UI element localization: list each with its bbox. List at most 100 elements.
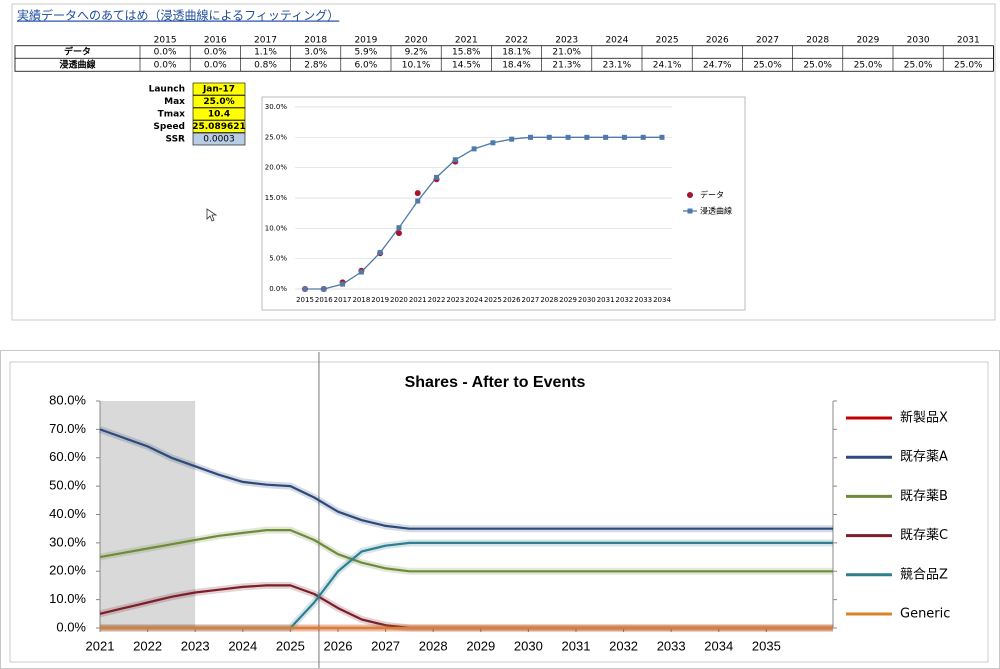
table-cell: 21.3% (552, 61, 581, 71)
year-header: 2015 (154, 36, 177, 46)
legend-label: 浸透曲線 (700, 206, 732, 216)
year-header: 2020 (405, 36, 428, 46)
row-label: データ (64, 46, 91, 58)
square-marker (584, 134, 590, 140)
param-label: Max (164, 97, 185, 107)
series-line (99, 529, 833, 573)
x-tick-label: 2031 (562, 638, 591, 653)
square-marker (302, 286, 308, 292)
y-tick-label: 30.0% (265, 103, 288, 111)
param-cell (192, 95, 246, 108)
square-marker (434, 174, 440, 180)
x-tick-label: 2035 (752, 638, 781, 653)
year-header: 2029 (856, 36, 879, 46)
year-header: 2023 (555, 36, 578, 46)
square-marker (396, 225, 402, 231)
x-tick-label: 2026 (503, 296, 521, 304)
table-cell: 23.1% (603, 61, 632, 71)
legend-swatch (687, 208, 693, 214)
y-tick-label: 15.0% (265, 194, 288, 202)
x-tick-label: 2033 (657, 638, 686, 653)
square-marker (659, 134, 665, 140)
square-marker (490, 140, 496, 146)
table-cell: 24.7% (703, 61, 732, 71)
table-cell: 5.9% (354, 48, 377, 58)
table-cell: 2.8% (304, 61, 327, 71)
x-tick-label: 2028 (419, 638, 448, 653)
sheet-title: 実績データへのあてはめ（浸透曲線によるフィッティング） (17, 8, 339, 23)
series-line (305, 136, 662, 290)
y-tick-label: 25.0% (265, 133, 288, 141)
x-tick-label: 2021 (409, 296, 427, 304)
square-marker (603, 134, 609, 140)
year-header: 2031 (957, 36, 980, 46)
table-cell: 0.8% (254, 61, 277, 71)
x-tick-label: 2033 (634, 296, 652, 304)
year-header: 2019 (354, 36, 377, 46)
param-cell (192, 82, 246, 96)
y-tick-label: 70.0% (49, 421, 86, 436)
y-tick-label: 10.0% (265, 224, 288, 232)
x-tick-label: 2034 (704, 638, 733, 653)
x-tick-label: 2029 (559, 296, 577, 304)
table-cell: 24.1% (653, 61, 682, 71)
square-marker (321, 286, 327, 292)
table-cell: 0.0% (154, 48, 177, 58)
chart-title: Shares - After to Events (405, 374, 586, 391)
y-tick-label: 80.0% (49, 392, 86, 407)
y-tick-label: 5.0% (269, 255, 287, 263)
x-tick-label: 2016 (315, 296, 333, 304)
table-cell: 10.1% (402, 61, 431, 71)
y-tick-label: 60.0% (49, 449, 86, 464)
legend-label: データ (700, 190, 724, 200)
x-tick-label: 2030 (578, 296, 596, 304)
chart-frame (261, 96, 746, 311)
table-cell: 21.0% (552, 48, 581, 58)
year-header: 2016 (204, 36, 227, 46)
x-tick-label: 2015 (296, 296, 314, 304)
legend-label: 既存薬A (900, 450, 948, 465)
table-cell: 14.5% (452, 61, 481, 71)
square-marker (340, 281, 346, 287)
y-tick-label: 40.0% (49, 506, 86, 521)
x-tick-label: 2021 (86, 638, 115, 653)
x-tick-label: 2032 (609, 638, 638, 653)
table-cell: 25.0% (854, 61, 883, 71)
square-marker (452, 157, 458, 163)
param-value: 10.4 (208, 110, 230, 120)
y-tick-label: 50.0% (49, 478, 86, 493)
legend-swatch (687, 192, 693, 198)
param-value: 0.0003 (203, 135, 235, 145)
x-tick-label: 2025 (484, 296, 502, 304)
y-tick-label: 10.0% (49, 591, 86, 606)
table-cell: 25.0% (904, 61, 933, 71)
point-marker (395, 230, 402, 237)
square-marker (415, 198, 421, 204)
year-header: 2026 (706, 36, 729, 46)
table-cell: 18.4% (502, 61, 531, 71)
table-cell: 3.0% (304, 48, 327, 58)
table-cell: 0.0% (204, 48, 227, 58)
x-tick-label: 2023 (181, 638, 210, 653)
x-tick-label: 2018 (352, 296, 370, 304)
year-header: 2028 (806, 36, 829, 46)
legend-label: 競合品Z (900, 567, 948, 582)
x-tick-label: 2017 (334, 296, 352, 304)
table-cell: 1.1% (254, 48, 277, 58)
table-cell: 15.8% (452, 48, 481, 58)
cursor (206, 208, 218, 222)
x-tick-label: 2025 (276, 638, 305, 653)
x-tick-label: 2029 (466, 638, 495, 653)
table-cell: 18.1% (502, 48, 531, 58)
year-header: 2018 (304, 36, 327, 46)
x-tick-label: 2022 (133, 638, 162, 653)
param-label: Tmax (158, 110, 186, 120)
legend-label: 既存薬C (900, 528, 948, 543)
y-tick-label: 0.0% (269, 285, 287, 293)
table-cell: 25.0% (753, 61, 782, 71)
x-tick-label: 2023 (446, 296, 464, 304)
year-header: 2024 (605, 36, 628, 46)
square-marker (471, 146, 477, 152)
param-cell (192, 107, 246, 121)
